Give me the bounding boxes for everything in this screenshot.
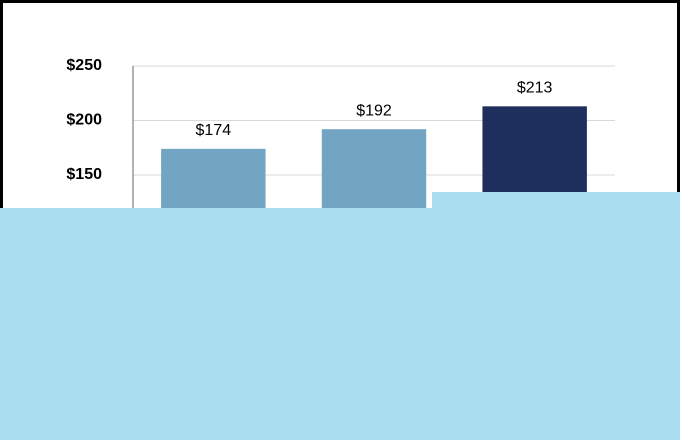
value-label: $192 <box>356 102 392 119</box>
value-label: $213 <box>517 80 553 97</box>
overlay <box>0 208 680 440</box>
y-tick-label: $250 <box>66 57 102 74</box>
overlay <box>432 192 680 212</box>
y-tick-label: $200 <box>66 112 102 129</box>
y-tick-label: $150 <box>66 166 102 183</box>
value-label: $174 <box>196 122 232 139</box>
